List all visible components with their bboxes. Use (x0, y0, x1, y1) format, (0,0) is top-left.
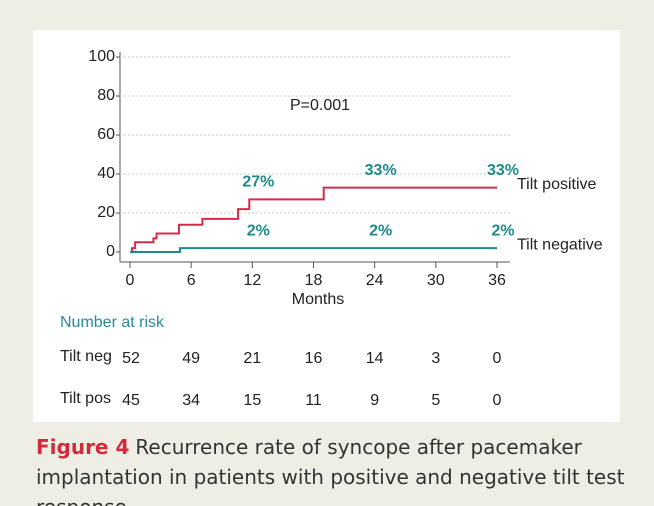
risk-value: 0 (493, 350, 502, 367)
x-tick-label: 0 (126, 272, 135, 289)
x-tick-label: 24 (366, 272, 384, 289)
risk-value: 16 (305, 350, 323, 367)
y-tick-label: 0 (106, 243, 115, 260)
value-label: 2% (369, 222, 392, 239)
caption-text: Recurrence rate of syncope after pacemak… (36, 435, 625, 506)
caption: Figure 4 Recurrence rate of syncope after… (36, 432, 626, 506)
x-tick-label: 36 (488, 272, 506, 289)
x-tick-label: 6 (187, 272, 196, 289)
risk-value: 15 (243, 392, 261, 409)
value-label: 2% (247, 222, 270, 239)
panel (33, 30, 620, 422)
chart: P=0.001 Months Number at risk 0204060801… (33, 30, 620, 422)
risk-value: 14 (366, 350, 384, 367)
value-label: 33% (365, 162, 397, 179)
x-axis-label: Months (292, 291, 344, 308)
y-tick-label: 80 (97, 87, 115, 104)
y-tick-label: 20 (97, 204, 115, 221)
value-label: 2% (491, 222, 514, 239)
risk-title: Number at risk (60, 314, 165, 331)
risk-row-label: Tilt pos (60, 390, 111, 407)
risk-value: 49 (182, 350, 200, 367)
x-tick-label: 18 (305, 272, 323, 289)
risk-value: 0 (493, 392, 502, 409)
step-line (130, 186, 497, 253)
risk-value: 45 (122, 392, 140, 409)
value-label: 27% (242, 174, 274, 191)
risk-value: 21 (243, 350, 261, 367)
y-tick-label: 60 (97, 126, 115, 143)
risk-value: 52 (122, 350, 140, 367)
series-label: Tilt negative (517, 236, 603, 253)
p-value: P=0.001 (290, 97, 350, 114)
risk-value: 5 (431, 392, 440, 409)
y-tick-label: 40 (97, 165, 115, 182)
caption-label: Figure 4 (36, 435, 130, 459)
x-tick-label: 12 (243, 272, 261, 289)
value-label: 33% (487, 162, 519, 179)
x-tick-label: 30 (427, 272, 445, 289)
risk-value: 3 (431, 350, 440, 367)
risk-row-label: Tilt neg (60, 348, 112, 365)
step-line (130, 247, 497, 253)
risk-value: 9 (370, 392, 379, 409)
series-label: Tilt positive (517, 176, 597, 193)
risk-value: 11 (305, 392, 322, 409)
risk-value: 34 (182, 392, 200, 409)
y-tick-label: 100 (88, 48, 115, 65)
